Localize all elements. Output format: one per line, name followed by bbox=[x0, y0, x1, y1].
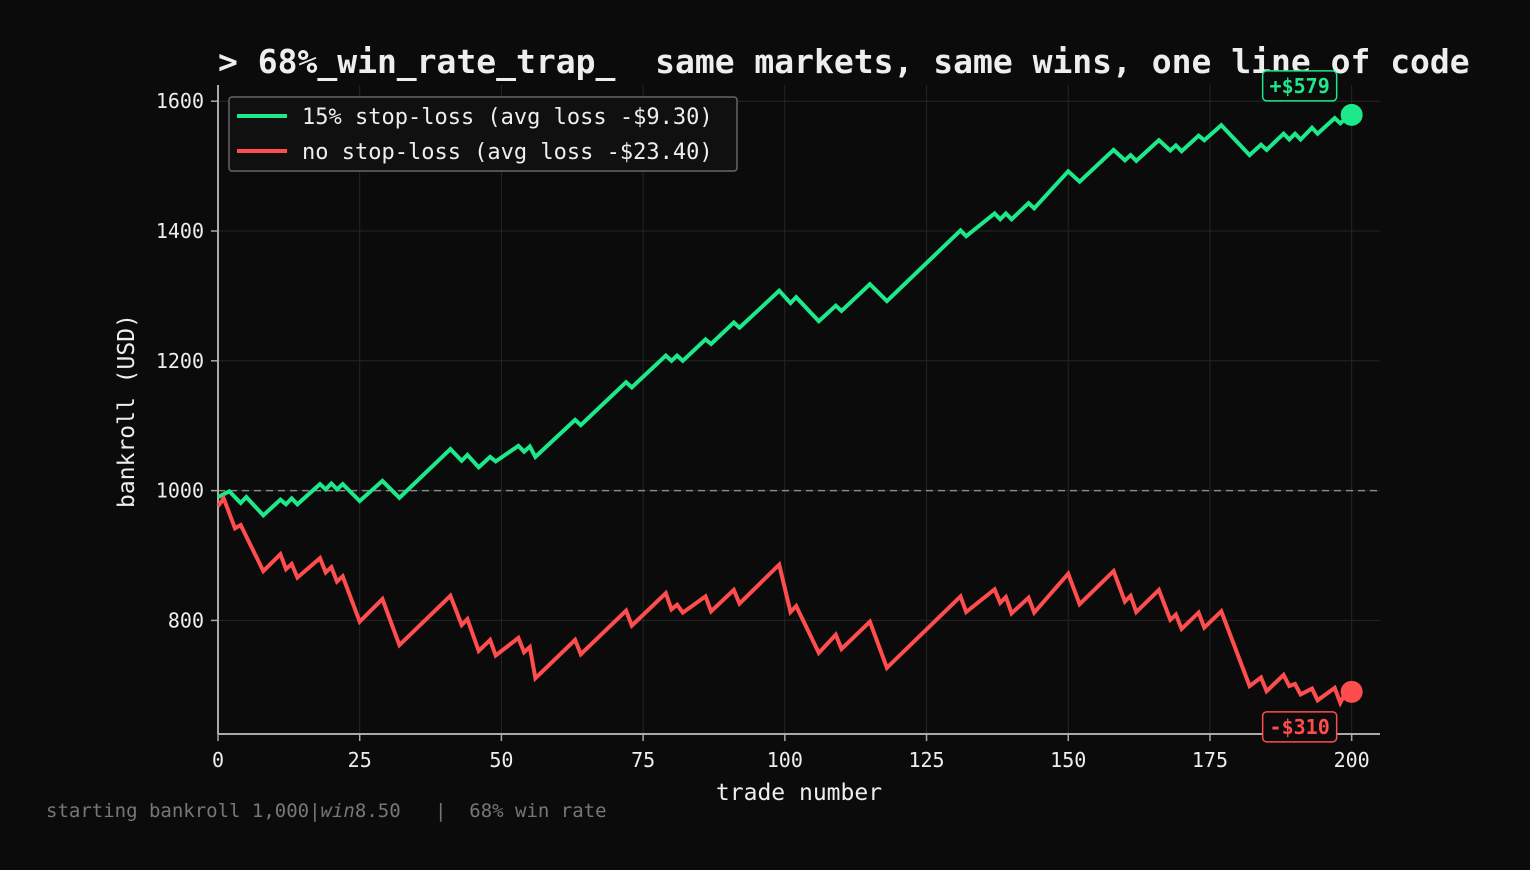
x-axis-label: trade number bbox=[716, 780, 882, 806]
x-tick-label-100: 100 bbox=[767, 748, 803, 772]
y-tick-label-1200: 1200 bbox=[156, 349, 204, 373]
legend: 15% stop-loss (avg loss -$9.30) no stop-… bbox=[228, 96, 738, 172]
end-label-box-1 bbox=[1261, 711, 1338, 743]
y-tick-label-800: 800 bbox=[168, 608, 204, 632]
axes bbox=[217, 85, 1380, 735]
x-tick-label-25: 25 bbox=[348, 748, 372, 772]
x-tick-label-150: 150 bbox=[1050, 748, 1086, 772]
tick-marks: 0 25 50 75 100 125 150 175 200 800 1000 1200 1400 160… bbox=[156, 89, 1370, 772]
x-tick-label-125: 125 bbox=[908, 748, 944, 772]
footnote-part3: 8.50 | 68% win rate bbox=[354, 800, 607, 822]
end-label-0: +$579 bbox=[1270, 74, 1330, 98]
y-tick-label-1000: 1000 bbox=[156, 479, 204, 503]
y-tick-label-1600: 1600 bbox=[156, 89, 204, 113]
footnote: starting bankroll 1,000|win8.50 | 68% wi… bbox=[46, 800, 607, 822]
x-tick-label-0: 0 bbox=[212, 748, 224, 772]
y-tick-label-1400: 1400 bbox=[156, 219, 204, 243]
series-line-0 bbox=[217, 113, 1353, 519]
end-label-1: -$310 bbox=[1270, 715, 1330, 739]
x-tick-label-200: 200 bbox=[1334, 748, 1370, 772]
footnote-part2: win bbox=[320, 800, 355, 822]
series-line-1 bbox=[216, 494, 1352, 708]
endpoints: +$579 -$310 bbox=[1261, 70, 1363, 743]
footnote-part1: starting bankroll 1,000| bbox=[46, 800, 321, 822]
series-endpoint-0 bbox=[1340, 103, 1363, 126]
y-axis-label: bankroll (USD) bbox=[114, 314, 140, 508]
series-endpoint-1 bbox=[1340, 680, 1363, 703]
x-tick-label-175: 175 bbox=[1192, 748, 1228, 772]
legend-label-stop-loss: 15% stop-loss (avg loss -$9.30) bbox=[302, 105, 713, 130]
legend-label-no-stop-loss: no stop-loss (avg loss -$23.40) bbox=[302, 140, 713, 165]
end-label-box-0 bbox=[1261, 70, 1338, 102]
legend-box bbox=[228, 96, 738, 172]
series-lines bbox=[216, 113, 1353, 708]
grid-lines bbox=[217, 85, 1380, 734]
x-tick-label-75: 75 bbox=[631, 748, 655, 772]
x-tick-label-50: 50 bbox=[489, 748, 513, 772]
chart-title: > 68%_win_rate_trap_ same markets, same … bbox=[218, 42, 1470, 81]
